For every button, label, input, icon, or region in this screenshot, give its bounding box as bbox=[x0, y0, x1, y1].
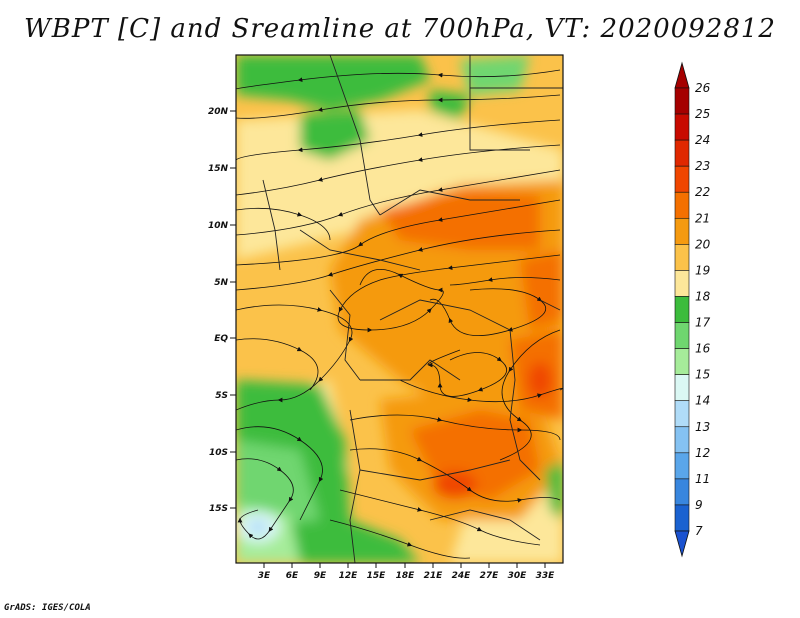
latitude-labels: 20N 15N 10N 5N EQ 5S 10S 15S bbox=[208, 107, 229, 514]
colorbar-swatch bbox=[674, 426, 690, 454]
colorbar-swatch bbox=[674, 217, 690, 245]
lat-label: 20N bbox=[208, 107, 229, 117]
lon-label: 15E bbox=[367, 571, 387, 581]
colorbar-label: 23 bbox=[695, 159, 710, 173]
colorbar-swatch bbox=[674, 478, 690, 506]
colorbar-swatch bbox=[674, 270, 690, 297]
colorbar-label: 9 bbox=[695, 498, 703, 512]
colorbar: 26 25 24 23 22 21 20 19 18 17 16 15 14 13 12 11 9 7 bbox=[674, 61, 711, 558]
streamlines bbox=[236, 69, 563, 559]
colorbar-label: 21 bbox=[695, 211, 710, 225]
lon-label: 9E bbox=[314, 571, 327, 581]
colorbar-label: 16 bbox=[695, 342, 711, 356]
lat-label: 5N bbox=[214, 278, 228, 288]
lat-label: 10N bbox=[208, 221, 229, 231]
colorbar-swatch bbox=[674, 139, 690, 167]
colorbar-label: 19 bbox=[695, 263, 710, 277]
colorbar-label: 14 bbox=[695, 394, 710, 408]
wbpt-field bbox=[236, 55, 563, 563]
colorbar-label: 26 bbox=[695, 81, 711, 95]
lon-label: 12E bbox=[339, 571, 359, 581]
colorbar-swatch bbox=[674, 113, 690, 141]
map-title: WBPT [C] and Sreamline at 700hPa, VT: 20… bbox=[24, 14, 776, 44]
colorbar-label: 18 bbox=[695, 289, 711, 303]
colorbar-label: 15 bbox=[695, 368, 710, 382]
longitude-labels: 3E 6E 9E 12E 15E 18E 21E 24E 27E 30E 33E bbox=[258, 571, 555, 581]
colorbar-label: 12 bbox=[695, 446, 710, 460]
lon-label: 30E bbox=[508, 571, 528, 581]
lon-label: 33E bbox=[536, 571, 556, 581]
colorbar-label: 7 bbox=[695, 524, 703, 538]
colorbar-swatch bbox=[674, 504, 690, 532]
lat-label: 5S bbox=[215, 391, 228, 401]
lon-label: 6E bbox=[286, 571, 299, 581]
colorbar-label: 17 bbox=[695, 316, 711, 330]
colorbar-swatch bbox=[674, 191, 690, 219]
colorbar-swatch bbox=[674, 87, 690, 115]
colorbar-swatch bbox=[674, 296, 690, 323]
colorbar-bottom-arrow bbox=[674, 530, 690, 558]
lat-label: 15N bbox=[208, 164, 229, 174]
colorbar-swatch bbox=[674, 452, 690, 480]
colorbar-swatch bbox=[674, 374, 690, 402]
colorbar-top-arrow bbox=[674, 61, 690, 89]
lon-label: 18E bbox=[396, 571, 416, 581]
lon-label: 24E bbox=[452, 571, 472, 581]
lat-label: EQ bbox=[214, 334, 228, 344]
credit-text: GrADS: IGES/COLA bbox=[4, 603, 91, 613]
colorbar-label: 22 bbox=[695, 185, 710, 199]
colorbar-label: 24 bbox=[695, 133, 710, 147]
colorbar-swatch bbox=[674, 322, 690, 349]
colorbar-label: 25 bbox=[695, 107, 710, 121]
colorbar-swatch bbox=[674, 348, 690, 375]
map-frame bbox=[235, 54, 564, 564]
colorbar-swatch bbox=[674, 400, 690, 428]
lon-label: 27E bbox=[480, 571, 500, 581]
lon-label: 3E bbox=[258, 571, 271, 581]
colorbar-label: 20 bbox=[695, 237, 711, 251]
lat-label: 10S bbox=[209, 448, 228, 458]
colorbar-label: 13 bbox=[695, 420, 710, 434]
colorbar-label: 11 bbox=[695, 472, 710, 486]
lat-label: 15S bbox=[209, 504, 228, 514]
colorbar-swatch bbox=[674, 244, 690, 271]
lon-label: 21E bbox=[424, 571, 444, 581]
colorbar-swatch bbox=[674, 165, 690, 193]
country-borders bbox=[262, 55, 563, 563]
